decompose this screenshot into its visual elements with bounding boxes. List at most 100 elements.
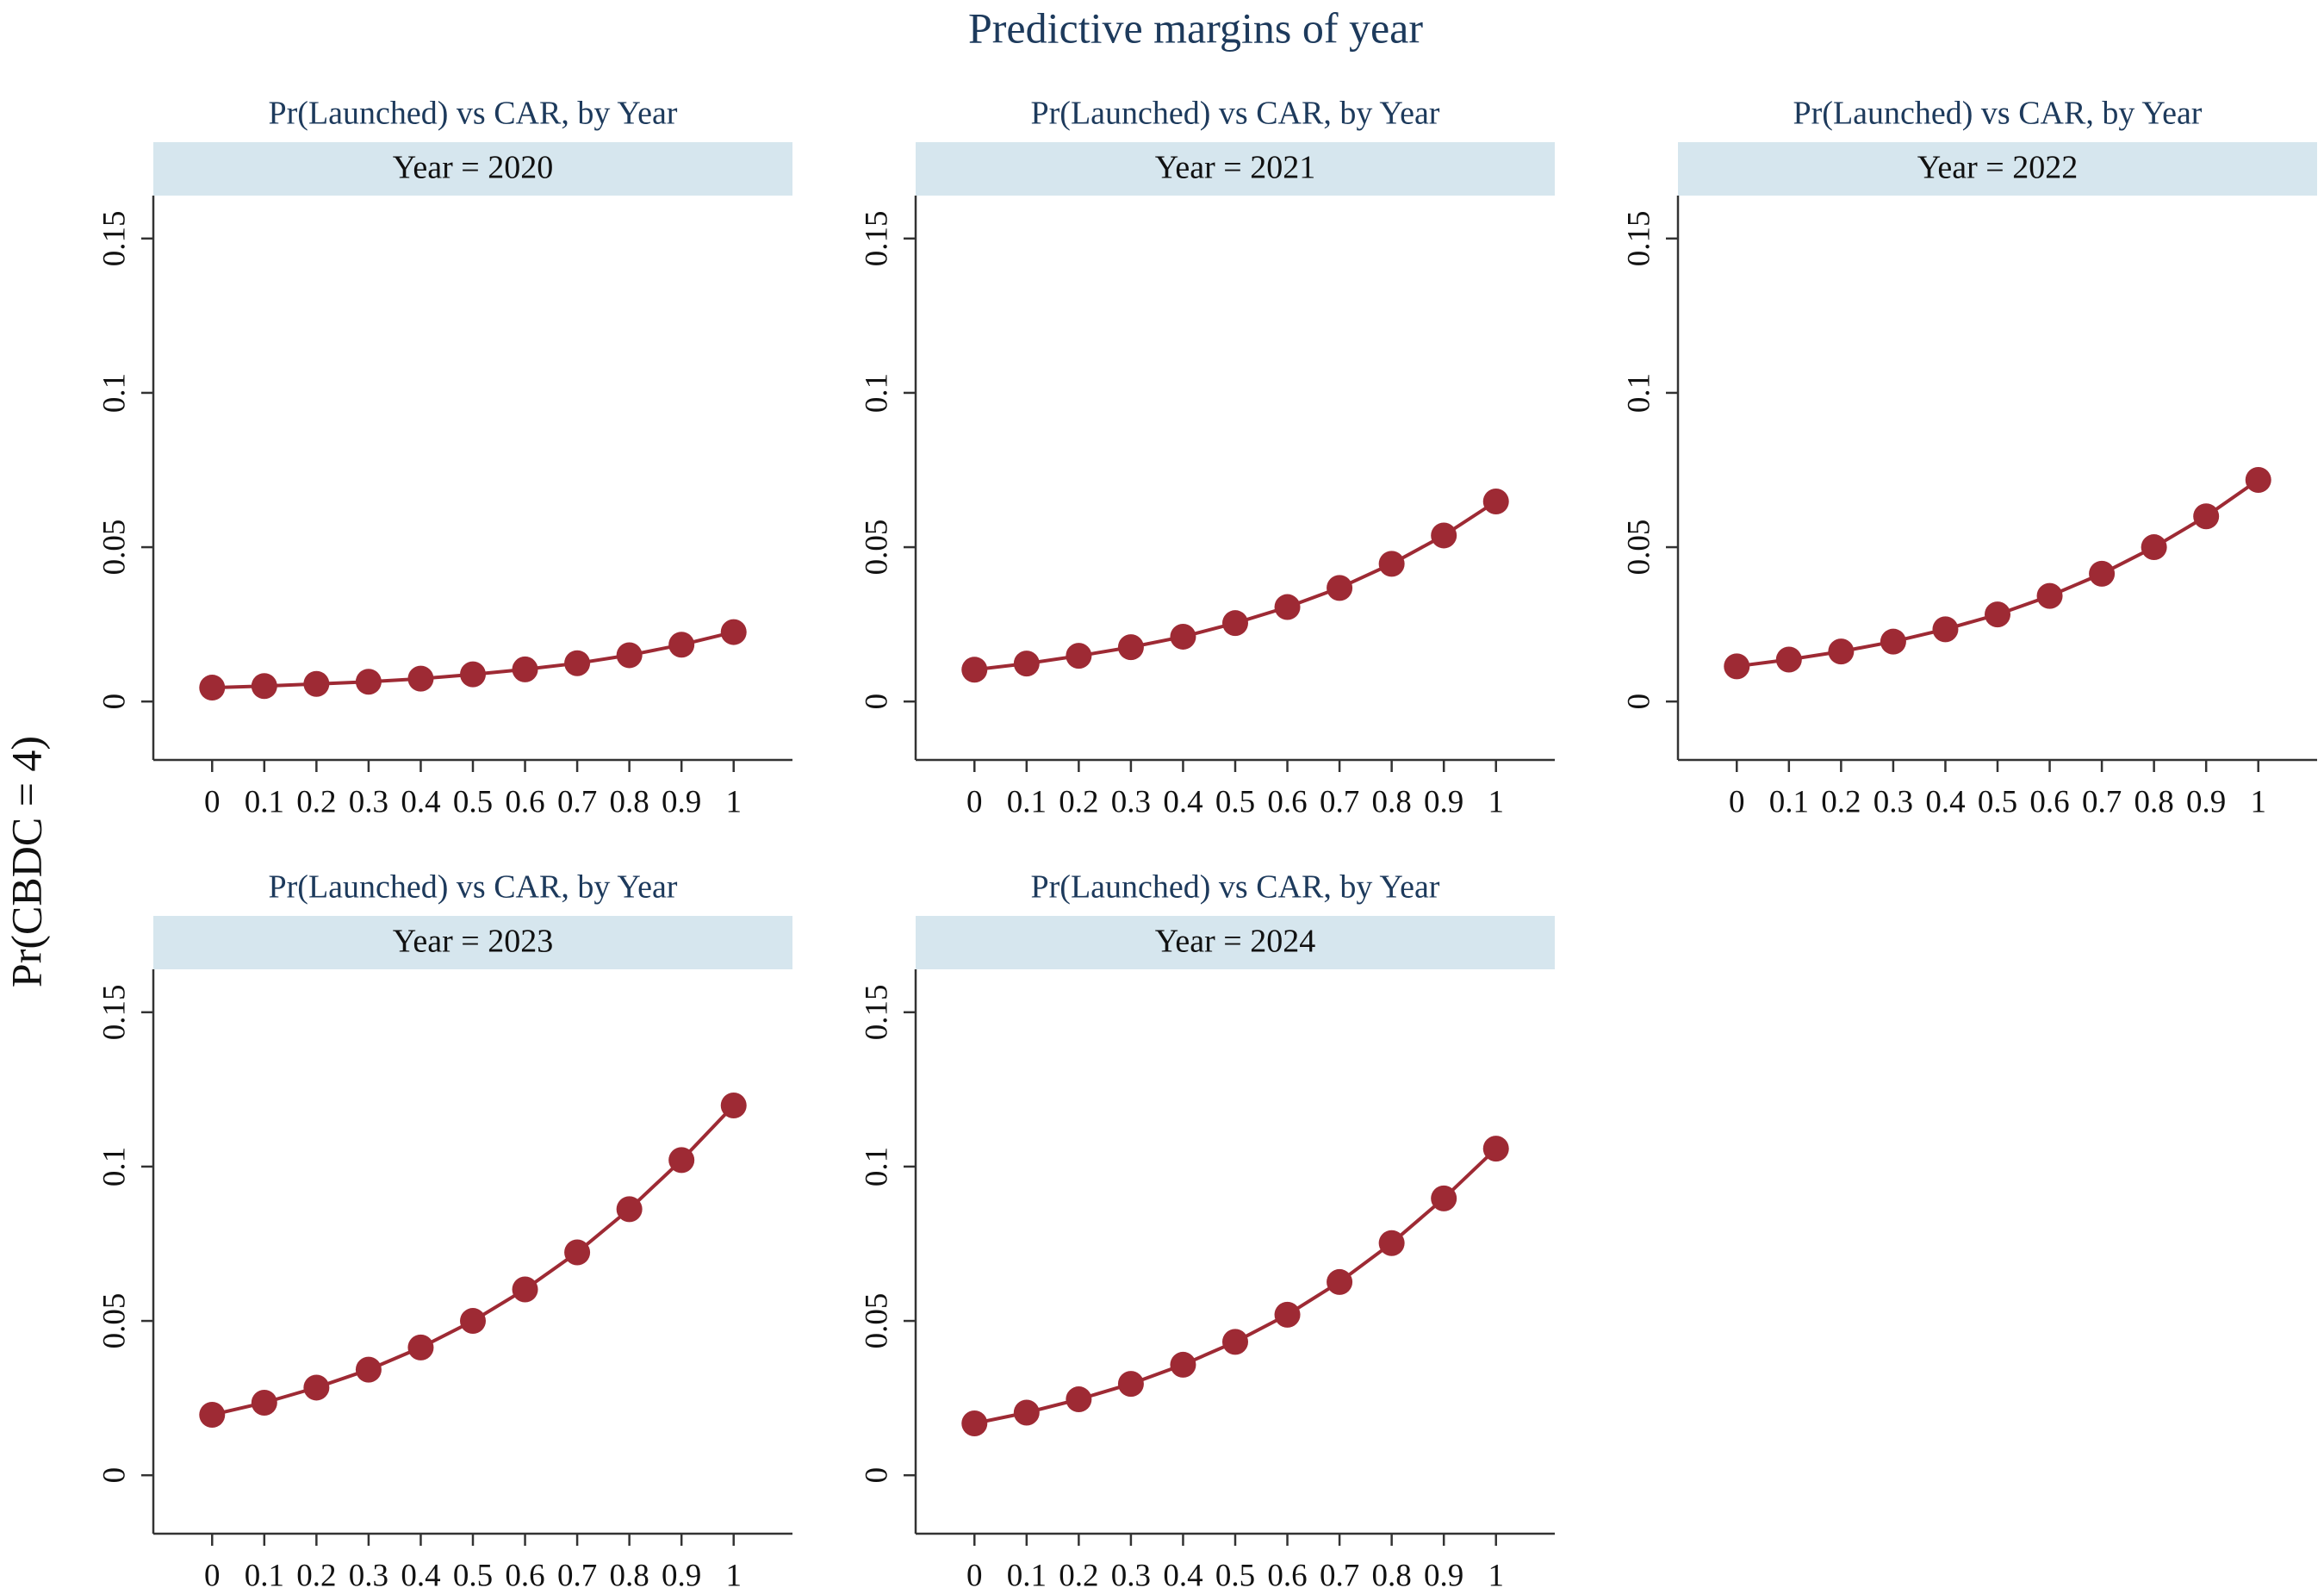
panel-strip <box>153 916 792 969</box>
x-tick-label: 0.7 <box>2082 784 2122 819</box>
data-point <box>2193 503 2220 530</box>
panel-strip-label: Year = 2021 <box>1155 150 1315 186</box>
x-tick-label: 0.2 <box>296 1558 336 1593</box>
data-point <box>303 670 330 697</box>
data-point <box>1170 623 1196 650</box>
panel-4: Pr(Launched) vs CAR, by Year Year = 2023 0… <box>96 869 792 1593</box>
data-point <box>2089 560 2116 587</box>
x-tick-label: 0.9 <box>1424 1558 1463 1593</box>
x-tick-label: 0 <box>966 784 983 819</box>
y-tick-label: 0.15 <box>1621 210 1656 266</box>
x-tick-label: 0.3 <box>1111 784 1151 819</box>
data-point <box>668 1147 695 1174</box>
x-tick-label: 0.8 <box>2134 784 2174 819</box>
x-tick-label: 0 <box>1729 784 1745 819</box>
x-tick-label: 0.7 <box>557 1558 597 1593</box>
y-tick-label: 0.1 <box>96 1147 132 1186</box>
data-point <box>1170 1351 1196 1378</box>
panel-strip <box>1678 142 2317 196</box>
figure-title: Predictive margins of year <box>968 3 1423 52</box>
data-point <box>1222 1329 1248 1355</box>
x-tick-label: 0.3 <box>1873 784 1913 819</box>
x-tick-label: 1 <box>2250 784 2266 819</box>
data-point <box>961 1410 988 1436</box>
x-tick-label: 0.6 <box>505 1558 544 1593</box>
x-tick-label: 0.8 <box>610 1558 649 1593</box>
x-tick-label: 0.3 <box>349 784 388 819</box>
data-point <box>1378 551 1405 577</box>
x-tick-label: 0.4 <box>401 784 440 819</box>
y-tick-label: 0 <box>1621 694 1656 710</box>
data-point <box>564 1239 591 1266</box>
x-tick-label: 0.9 <box>1424 784 1463 819</box>
x-tick-label: 0.1 <box>1007 784 1047 819</box>
y-axis-title: Pr(CBDC = 4) <box>2 736 50 987</box>
x-tick-label: 0 <box>204 784 221 819</box>
x-tick-label: 0.9 <box>662 1558 701 1593</box>
data-point <box>616 642 643 669</box>
data-point <box>616 1196 643 1223</box>
x-tick-label: 0.1 <box>245 784 284 819</box>
y-tick-label: 0.1 <box>859 1147 894 1186</box>
data-point <box>1482 489 1509 515</box>
y-tick-label: 0.05 <box>1621 520 1656 576</box>
panel-strip-label: Year = 2024 <box>1155 924 1315 960</box>
data-point <box>564 650 591 676</box>
x-tick-label: 0.9 <box>2186 784 2226 819</box>
x-tick-label: 0.6 <box>505 784 544 819</box>
data-point <box>1013 651 1040 677</box>
panel-5: Pr(Launched) vs CAR, by Year Year = 2024 0… <box>859 869 1555 1593</box>
x-tick-label: 0.4 <box>401 1558 440 1593</box>
x-tick-label: 0.4 <box>1163 784 1202 819</box>
x-tick-label: 0.2 <box>1059 1558 1098 1593</box>
data-point <box>1013 1399 1040 1426</box>
data-point <box>460 1308 486 1335</box>
y-tick-label: 0.15 <box>96 984 132 1040</box>
panel-title: Pr(Launched) vs CAR, by Year <box>269 96 678 132</box>
data-point <box>1066 643 1092 669</box>
x-tick-label: 1 <box>725 784 742 819</box>
x-tick-label: 1 <box>1488 1558 1504 1593</box>
data-point <box>1985 601 2010 628</box>
panel-title: Pr(Launched) vs CAR, by Year <box>1031 869 1440 906</box>
data-point <box>1828 638 1855 665</box>
data-point <box>1482 1136 1509 1162</box>
y-tick-label: 0 <box>859 1467 894 1484</box>
x-tick-label: 0.1 <box>1769 784 1809 819</box>
y-tick-label: 0.15 <box>96 210 132 266</box>
data-point <box>1932 616 1959 643</box>
y-tick-label: 0 <box>96 694 132 710</box>
panel-title: Pr(Launched) vs CAR, by Year <box>269 869 678 906</box>
data-point <box>1378 1230 1405 1256</box>
data-point <box>1117 634 1144 661</box>
data-point <box>303 1374 330 1401</box>
data-point <box>1222 610 1248 637</box>
data-point <box>1327 1268 1353 1295</box>
y-tick-label: 0.05 <box>96 1293 132 1349</box>
data-point <box>1431 1185 1457 1211</box>
panel-title: Pr(Launched) vs CAR, by Year <box>1031 96 1440 132</box>
data-point <box>1880 628 1906 655</box>
x-tick-label: 0.6 <box>1267 1558 1307 1593</box>
data-point <box>1117 1371 1144 1398</box>
x-tick-label: 0.7 <box>1320 1558 1359 1593</box>
data-point <box>961 657 988 683</box>
panel-3: Pr(Launched) vs CAR, by Year Year = 2022 0… <box>1621 96 2317 819</box>
x-tick-label: 0.5 <box>453 784 493 819</box>
data-point <box>512 1276 538 1303</box>
x-tick-label: 0.4 <box>1925 784 1965 819</box>
y-tick-label: 0.05 <box>859 1293 894 1349</box>
x-tick-label: 0.5 <box>1215 1558 1255 1593</box>
data-point <box>1775 646 1802 673</box>
panel-strip <box>916 142 1555 196</box>
x-tick-label: 1 <box>1488 784 1504 819</box>
data-point <box>1327 575 1353 601</box>
data-point <box>355 669 382 695</box>
data-point <box>1274 1301 1301 1328</box>
data-point <box>251 1389 277 1416</box>
x-tick-label: 0.6 <box>2029 784 2069 819</box>
x-tick-label: 1 <box>725 1558 742 1593</box>
x-tick-label: 0.2 <box>1821 784 1861 819</box>
